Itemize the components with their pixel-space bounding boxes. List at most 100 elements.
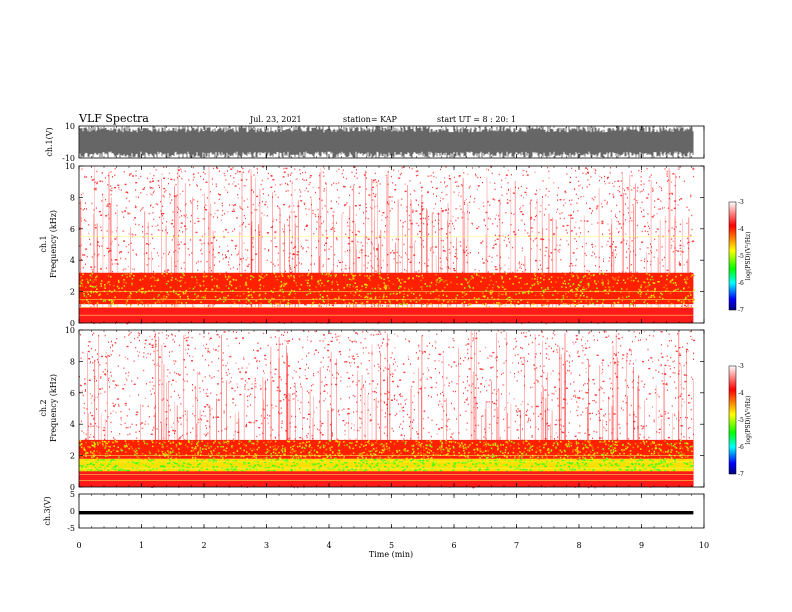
band-pixel xyxy=(89,274,91,277)
band-pixel xyxy=(224,274,226,276)
band-pixel xyxy=(666,274,669,277)
band-pixel xyxy=(91,273,94,275)
band-pixel xyxy=(321,282,323,284)
spectrum-pixel xyxy=(227,245,229,247)
spectrum-pixel xyxy=(618,223,621,225)
band-pixel xyxy=(95,279,97,281)
spectrum-pixel xyxy=(168,251,170,253)
spectrum-pixel xyxy=(152,206,154,209)
spectrum-pixel xyxy=(258,231,260,233)
band-pixel xyxy=(282,300,284,302)
band-pixel xyxy=(259,287,261,290)
band-pixel xyxy=(396,299,398,302)
band-pixel xyxy=(184,292,187,294)
band-pixel xyxy=(617,301,620,304)
spectrum-pixel xyxy=(636,199,638,202)
spectrum-pixel xyxy=(332,264,334,266)
spectrum-pixel xyxy=(446,233,447,235)
band-pixel xyxy=(307,279,309,282)
spectrum-pixel xyxy=(272,225,273,228)
spectrum-pixel xyxy=(114,168,116,170)
band-pixel xyxy=(219,297,221,300)
band-pixel xyxy=(204,289,207,292)
band-pixel xyxy=(338,297,340,300)
spectrum-pixel xyxy=(592,243,594,246)
spectrum-pixel xyxy=(444,384,446,386)
spectrum-pixel xyxy=(248,171,250,173)
spectrum-pixel xyxy=(517,408,519,410)
spectrum-pixel xyxy=(389,210,391,212)
spectrum-pixel xyxy=(347,422,349,424)
band-pixel xyxy=(137,304,140,306)
band-pixel xyxy=(124,273,127,275)
spectrum-pixel xyxy=(566,240,568,242)
spectrum-pixel xyxy=(582,305,584,307)
spectrum-pixel xyxy=(244,248,246,251)
spectrum-pixel xyxy=(345,233,347,235)
band-pixel xyxy=(161,273,164,275)
band-pixel xyxy=(251,275,253,277)
band-pixel xyxy=(80,282,83,285)
spectrum-pixel xyxy=(247,249,249,251)
spectrum-pixel xyxy=(158,356,161,358)
band-pixel xyxy=(336,281,338,283)
band-pixel xyxy=(123,279,125,281)
spectrum-pixel xyxy=(496,255,498,257)
spectrum-pixel xyxy=(622,354,625,356)
spectrum-pixel xyxy=(310,264,312,266)
spectrum-pixel xyxy=(233,181,235,183)
spectrum-pixel xyxy=(227,250,229,253)
spectrum-pixel xyxy=(111,259,113,261)
spectrum-pixel xyxy=(228,264,230,266)
spectrum-pixel xyxy=(301,358,303,360)
spectrum-pixel xyxy=(602,359,604,361)
band-pixel xyxy=(259,278,261,281)
spectrum-pixel xyxy=(680,364,682,366)
band-pixel xyxy=(248,294,250,296)
band-pixel xyxy=(131,284,133,286)
band-pixel xyxy=(136,299,138,301)
spectrum-pixel xyxy=(305,239,307,241)
spectrum-pixel xyxy=(611,254,613,257)
spectrum-pixel xyxy=(474,430,476,432)
spectrum-pixel xyxy=(472,167,474,169)
spectrum-pixel xyxy=(539,188,541,191)
spectrum-pixel xyxy=(452,438,454,440)
spectrum-pixel xyxy=(228,257,230,259)
spectrum-pixel xyxy=(571,167,573,169)
spectrum-pixel xyxy=(670,192,672,195)
spectrum-pixel xyxy=(666,382,668,385)
band-pixel xyxy=(91,285,94,288)
spectrum-pixel xyxy=(297,399,299,402)
spectrum-pixel xyxy=(675,226,677,228)
spectrum-pixel xyxy=(221,377,223,380)
spectrum-pixel xyxy=(406,206,408,208)
spectrum-pixel xyxy=(421,208,423,210)
spectrum-pixel xyxy=(448,303,451,306)
band-pixel xyxy=(404,299,407,302)
spectrum-pixel xyxy=(332,227,334,229)
spectrum-pixel xyxy=(180,435,182,438)
spectrum-pixel xyxy=(368,392,370,395)
band-pixel xyxy=(360,289,363,291)
spectrum-pixel xyxy=(518,263,520,265)
band-pixel xyxy=(389,303,392,306)
band-pixel xyxy=(290,274,292,277)
band-pixel xyxy=(327,303,330,305)
band-pixel xyxy=(589,277,591,279)
spectrum-pixel xyxy=(312,209,314,212)
band-pixel xyxy=(478,275,480,277)
spectrum-pixel xyxy=(163,187,166,190)
band-pixel xyxy=(388,280,390,282)
spectrum-pixel xyxy=(106,205,109,207)
spectrum-pixel xyxy=(465,249,467,252)
band-pixel xyxy=(405,303,407,305)
spectrum-pixel xyxy=(671,227,673,229)
spectrum-pixel xyxy=(686,374,688,377)
spectrum-pixel xyxy=(422,205,423,207)
spectrum-pixel xyxy=(290,211,292,213)
spectrum-pixel xyxy=(183,214,185,216)
spectrum-pixel xyxy=(538,334,540,337)
spectrum-pixel xyxy=(655,369,657,372)
